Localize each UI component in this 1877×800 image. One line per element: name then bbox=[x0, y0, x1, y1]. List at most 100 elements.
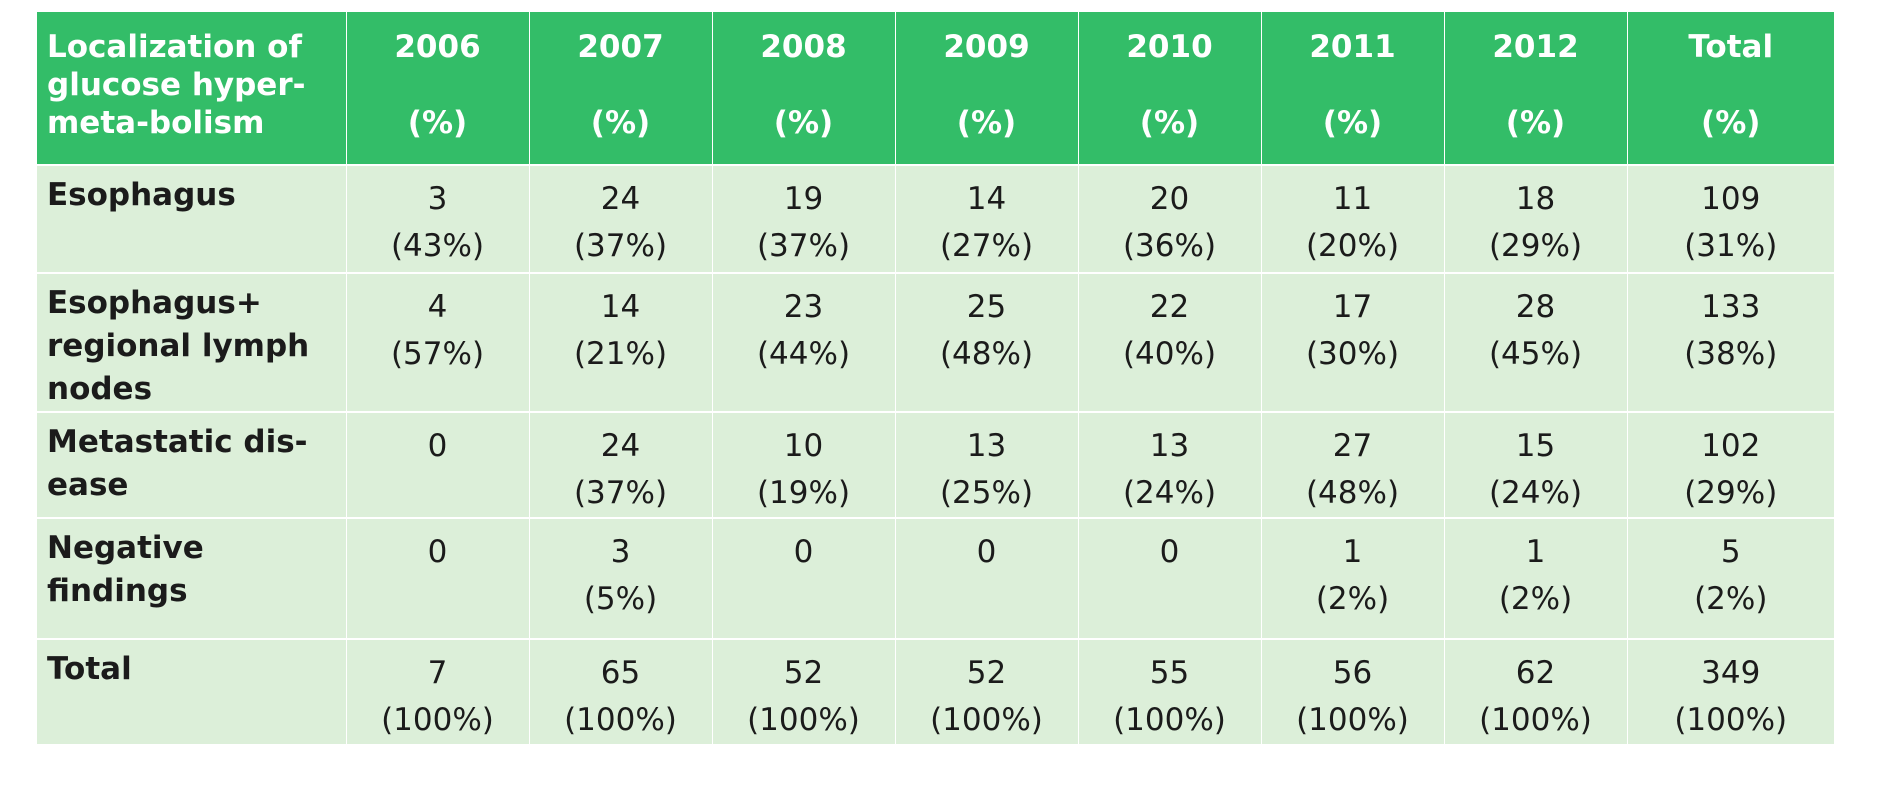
table-cell: 0 bbox=[346, 411, 530, 518]
table-cell: 62 (100%) bbox=[1444, 638, 1628, 744]
table-cell: 52 (100%) bbox=[895, 638, 1079, 744]
table-cell: 4 (57%) bbox=[346, 272, 530, 412]
row-label: Esophagus bbox=[37, 164, 347, 273]
cell-count: 3 bbox=[427, 181, 448, 217]
table-cell: 15 (24%) bbox=[1444, 411, 1628, 518]
table-cell: 56 (100%) bbox=[1261, 638, 1445, 744]
cell-count: 0 bbox=[976, 534, 997, 570]
cell-percent: (37%) bbox=[756, 228, 851, 264]
table-cell: 20 (36%) bbox=[1078, 164, 1262, 273]
table-row: Esophagus 3 (43%) 24 (37%) 19 (37%) 14 (27%)… bbox=[37, 164, 1834, 273]
cell-count: 13 bbox=[1149, 428, 1190, 464]
table-cell: 102 (29%) bbox=[1627, 411, 1834, 518]
table-cell: 5 (2%) bbox=[1627, 517, 1834, 639]
header-unit: (%) bbox=[1505, 105, 1566, 141]
cell-count: 25 bbox=[966, 289, 1007, 325]
table-cell: 65 (100%) bbox=[529, 638, 713, 744]
cell-count: 28 bbox=[1515, 289, 1556, 325]
table-cell: 0 bbox=[712, 517, 896, 639]
cell-count: 102 bbox=[1701, 428, 1761, 464]
header-col-2009: 2009 (%) bbox=[895, 12, 1079, 165]
row-label: Total bbox=[37, 638, 347, 744]
header-unit: (%) bbox=[773, 105, 834, 141]
table-cell: 23 (44%) bbox=[712, 272, 896, 412]
header-year: 2008 bbox=[760, 29, 847, 65]
cell-percent: (5%) bbox=[583, 581, 658, 617]
table-cell: 3 (43%) bbox=[346, 164, 530, 273]
cell-percent: (44%) bbox=[756, 336, 851, 372]
header-col-total: Total (%) bbox=[1627, 12, 1834, 165]
cell-count: 20 bbox=[1149, 181, 1190, 217]
table-cell: 52 (100%) bbox=[712, 638, 896, 744]
cell-count: 23 bbox=[783, 289, 824, 325]
cell-count: 0 bbox=[1159, 534, 1180, 570]
table-cell: 349 (100%) bbox=[1627, 638, 1834, 744]
table-row: Negative findings 0 3 (5%) 0 0 0 1 (2%) 1 (… bbox=[37, 517, 1834, 639]
cell-count: 24 bbox=[600, 181, 641, 217]
cell-percent: (24%) bbox=[1488, 475, 1583, 511]
cell-percent: (100%) bbox=[1296, 702, 1409, 738]
header-unit: (%) bbox=[590, 105, 651, 141]
cell-percent: (100%) bbox=[1113, 702, 1226, 738]
table-row: Metastatic dis-ease 0 24 (37%) 10 (19%) 13… bbox=[37, 411, 1834, 518]
header-year: 2007 bbox=[577, 29, 664, 65]
cell-count: 55 bbox=[1149, 655, 1190, 691]
cell-count: 15 bbox=[1515, 428, 1556, 464]
table-cell: 1 (2%) bbox=[1261, 517, 1445, 639]
table-cell: 10 (19%) bbox=[712, 411, 896, 518]
cell-percent: (37%) bbox=[573, 228, 668, 264]
cell-count: 14 bbox=[966, 181, 1007, 217]
row-label: Esophagus+ regional lymph nodes bbox=[37, 272, 347, 412]
cell-percent: (37%) bbox=[573, 475, 668, 511]
table-row-total: Total 7 (100%) 65 (100%) 52 (100%) 52 (100%)… bbox=[37, 638, 1834, 744]
cell-percent: (2%) bbox=[1498, 581, 1573, 617]
table-cell: 0 bbox=[1078, 517, 1262, 639]
cell-count: 0 bbox=[793, 534, 814, 570]
header-col-2010: 2010 (%) bbox=[1078, 12, 1262, 165]
cell-percent: (2%) bbox=[1315, 581, 1390, 617]
header-year: 2010 bbox=[1126, 29, 1213, 65]
header-unit: (%) bbox=[1322, 105, 1383, 141]
header-row: Localization of glucose hyper-meta-bolis… bbox=[37, 12, 1834, 165]
table-cell: 27 (48%) bbox=[1261, 411, 1445, 518]
cell-count: 27 bbox=[1332, 428, 1373, 464]
header-col-2011: 2011 (%) bbox=[1261, 12, 1445, 165]
table-cell: 14 (27%) bbox=[895, 164, 1079, 273]
cell-count: 17 bbox=[1332, 289, 1373, 325]
header-col-2006: 2006 (%) bbox=[346, 12, 530, 165]
table-cell: 1 (2%) bbox=[1444, 517, 1628, 639]
table-cell: 13 (24%) bbox=[1078, 411, 1262, 518]
cell-percent: (25%) bbox=[939, 475, 1034, 511]
table-row: Esophagus+ regional lymph nodes 4 (57%) 1… bbox=[37, 272, 1834, 412]
cell-count: 24 bbox=[600, 428, 641, 464]
cell-percent: (31%) bbox=[1684, 228, 1778, 264]
cell-count: 0 bbox=[427, 534, 448, 570]
cell-count: 13 bbox=[966, 428, 1007, 464]
cell-count: 1 bbox=[1342, 534, 1363, 570]
header-unit: (%) bbox=[1701, 105, 1761, 141]
cell-count: 109 bbox=[1701, 181, 1761, 217]
table-cell: 22 (40%) bbox=[1078, 272, 1262, 412]
cell-percent: (29%) bbox=[1488, 228, 1583, 264]
cell-count: 0 bbox=[427, 428, 448, 464]
table-cell: 0 bbox=[346, 517, 530, 639]
cell-percent: (38%) bbox=[1684, 336, 1778, 372]
cell-count: 5 bbox=[1720, 534, 1741, 570]
header-year: Total bbox=[1688, 29, 1774, 65]
table-cell: 13 (25%) bbox=[895, 411, 1079, 518]
cell-percent: (100%) bbox=[930, 702, 1043, 738]
cell-percent: (100%) bbox=[747, 702, 860, 738]
cell-percent: (29%) bbox=[1684, 475, 1778, 511]
cell-percent: (24%) bbox=[1122, 475, 1217, 511]
header-unit: (%) bbox=[1139, 105, 1200, 141]
header-col-2007: 2007 (%) bbox=[529, 12, 713, 165]
table-cell: 17 (30%) bbox=[1261, 272, 1445, 412]
cell-count: 65 bbox=[600, 655, 641, 691]
cell-percent: (48%) bbox=[1305, 475, 1400, 511]
cell-count: 52 bbox=[966, 655, 1007, 691]
cell-percent: (30%) bbox=[1305, 336, 1400, 372]
header-label: Localization of glucose hyper-meta-bolis… bbox=[37, 12, 347, 165]
cell-percent: (100%) bbox=[564, 702, 677, 738]
cell-count: 349 bbox=[1701, 655, 1761, 691]
cell-percent: (48%) bbox=[939, 336, 1034, 372]
